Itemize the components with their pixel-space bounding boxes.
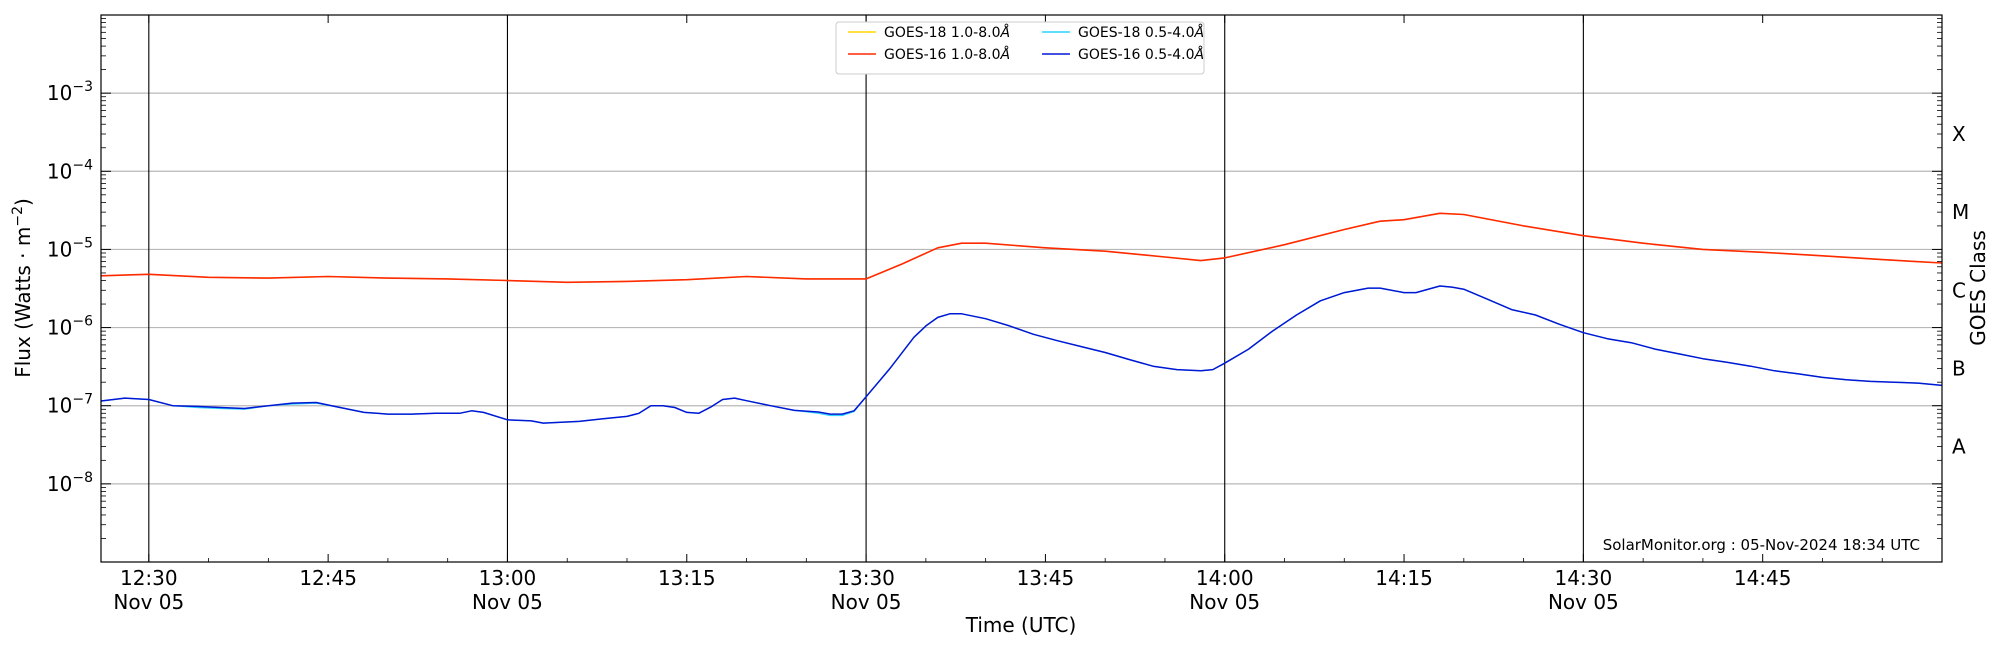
y-tick-label: 10−6 — [47, 314, 93, 340]
x-tick-label: 13:30 — [837, 566, 895, 590]
x-tick-label: 14:00 — [1196, 566, 1254, 590]
x-tick-date-label: Nov 05 — [472, 590, 543, 614]
source-watermark: SolarMonitor.org : 05-Nov-2024 18:34 UTC — [1603, 536, 1920, 554]
x-tick-label: 12:45 — [299, 566, 357, 590]
x-tick-label: 13:00 — [479, 566, 537, 590]
y-tick-label: 10−7 — [47, 392, 93, 418]
legend-box — [835, 21, 1205, 75]
goes-class-label-c: C — [1952, 278, 1966, 302]
y-tick-label: 10−3 — [47, 79, 93, 105]
y-tick-label: 10−4 — [47, 157, 93, 183]
legend-label: GOES-16 0.5-4.0Å — [1078, 46, 1204, 63]
goes-class-label-m: M — [1952, 200, 1969, 224]
x-tick-date-label: Nov 05 — [113, 590, 184, 614]
goes-class-label-x: X — [1952, 122, 1966, 146]
y-tick-label: 10−5 — [47, 235, 93, 261]
x-tick-date-label: Nov 05 — [831, 590, 902, 614]
series-line-4 — [100, 285, 1943, 424]
grid-layer — [101, 15, 1942, 562]
x-tick-date-label: Nov 05 — [1189, 590, 1260, 614]
series-line-2 — [100, 212, 1943, 284]
legend-label: GOES-18 0.5-4.0Å — [1078, 24, 1204, 41]
y-tick-label: 10−8 — [47, 470, 93, 496]
goes-class-axis-label: GOES Class — [1966, 230, 1990, 346]
x-tick-label: 14:45 — [1734, 566, 1792, 590]
x-tick-label: 13:45 — [1017, 566, 1075, 590]
x-tick-label: 13:15 — [658, 566, 716, 590]
plot-frame — [100, 14, 1943, 563]
plot-layer — [100, 212, 1943, 424]
x-tick-label: 14:30 — [1555, 566, 1613, 590]
x-tick-label: 12:30 — [120, 566, 178, 590]
x-tick-date-label: Nov 05 — [1548, 590, 1619, 614]
legend-label: GOES-18 1.0-8.0Å — [884, 24, 1010, 41]
y-axis-label: Flux (Watts · m−2) — [10, 198, 35, 378]
goes-class-label-b: B — [1952, 356, 1966, 380]
goes-class-label-a: A — [1952, 435, 1966, 459]
x-axis-label: Time (UTC) — [965, 613, 1077, 637]
legend: GOES-18 1.0-8.0Å GOES-18 0.5-4.0Å GOES-16 … — [835, 21, 1205, 75]
legend-label: GOES-16 1.0-8.0Å — [884, 46, 1010, 63]
x-tick-label: 14:15 — [1375, 566, 1433, 590]
